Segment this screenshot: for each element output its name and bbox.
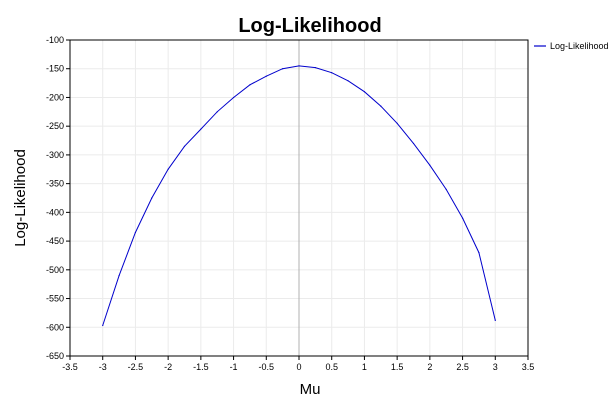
y-tick-label: -250 [46,121,64,131]
data-point [151,197,153,199]
data-point [134,231,137,234]
data-point [249,84,251,86]
series-layer [102,65,496,327]
x-tick-label: 0.5 [325,362,338,372]
x-tick-label: -1 [230,362,238,372]
y-tick-label: -600 [46,322,64,332]
x-tick-label: 3 [493,362,498,372]
y-tick-label: -550 [46,294,64,304]
y-axis: -100 -150 -200 -250 -300 -350 -400 -450 -500 -550… [46,35,70,361]
y-axis-label: Log-Likelihood [12,149,29,247]
x-tick-label: -1.5 [193,362,209,372]
x-tick-label: 1.5 [391,362,404,372]
y-tick-label: -650 [46,351,64,361]
x-tick-label: -2.5 [128,362,144,372]
x-tick-label: 0 [296,362,301,372]
data-point [494,319,496,321]
x-axis-label: Mu [300,381,321,398]
data-point [461,217,464,219]
chart-title: Log-Likelihood [238,15,381,37]
data-point [396,122,398,124]
y-tick-label: -150 [46,64,64,74]
data-point [167,168,169,170]
y-tick-label: -400 [46,207,64,217]
data-point [282,68,284,70]
x-axis: -3.5 -3 -2.5 -2 -1.5 -1 -0.5 0 0.5 1 1.5 2 2.5 3 3.5 [62,356,534,372]
data-point [347,80,349,82]
data-point [478,251,480,254]
data-point [298,65,300,67]
data-point [265,75,267,77]
data-point [380,105,382,107]
legend-label: Log-Likelihood [550,41,609,51]
data-point [200,128,202,130]
data-point [232,96,235,99]
data-point [314,66,316,69]
data-point [118,274,120,277]
x-tick-label: -0.5 [259,362,275,372]
data-point [429,164,431,166]
legend: Log-Likelihood [534,41,609,51]
y-tick-label: -450 [46,236,64,246]
x-tick-label: -2 [164,362,172,372]
data-point [412,142,415,145]
y-tick-label: -100 [46,35,64,45]
x-tick-label: -3 [99,362,107,372]
x-tick-label: 3.5 [522,362,535,372]
x-tick-label: 2.5 [456,362,469,372]
x-tick-label: -3.5 [62,362,78,372]
data-point [331,72,333,74]
data-point [445,188,447,190]
data-point [216,111,218,113]
x-tick-label: 1 [362,362,367,372]
y-tick-label: -200 [46,92,64,102]
y-tick-label: -350 [46,179,64,189]
y-tick-label: -500 [46,265,64,275]
data-point [102,324,104,327]
y-tick-label: -300 [46,150,64,160]
data-point [183,145,186,147]
x-tick-label: 2 [427,362,432,372]
data-point [363,91,366,93]
